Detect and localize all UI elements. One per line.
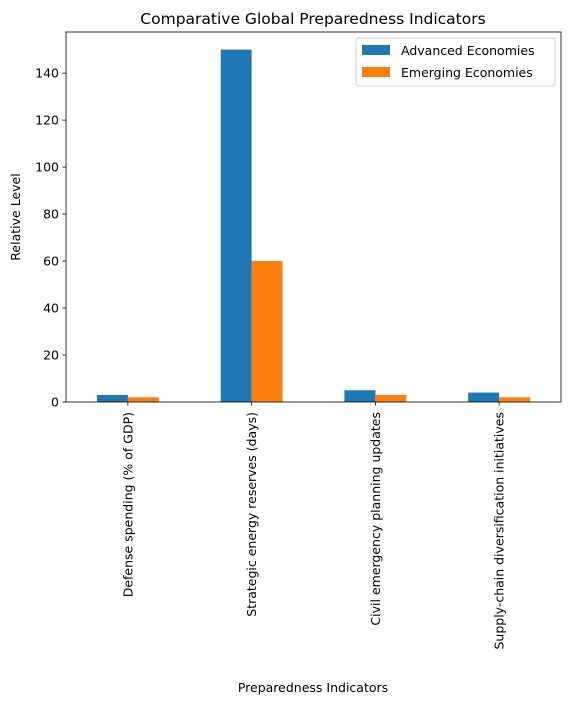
plot-frame: [65, 31, 562, 403]
legend-swatch-emerging: [362, 67, 390, 77]
x-axis-label: Preparedness Indicators: [238, 680, 388, 695]
x-tick-label-3: Supply-chain diversification initiatives: [492, 412, 507, 650]
y-tick-label-7: 140: [35, 66, 59, 81]
bar-emerging-0: [127, 397, 159, 402]
x-tick-label-2: Civil emergency planning updates: [368, 412, 383, 626]
bars-layer: [96, 49, 531, 402]
bar-advanced-2: [344, 390, 376, 402]
bar-emerging-3: [499, 397, 531, 402]
y-tick-label-5: 100: [35, 160, 59, 175]
legend-box: [355, 37, 556, 87]
legend-label-advanced: Advanced Economies: [401, 43, 535, 58]
chart-title: Comparative Global Preparedness Indicato…: [140, 10, 485, 28]
bar-emerging-2: [375, 394, 407, 402]
y-tick-label-1: 20: [43, 348, 59, 363]
legend-swatch-advanced: [362, 45, 390, 55]
x-tick-label-0: Defense spending (% of GDP): [120, 412, 135, 597]
bar-advanced-3: [468, 392, 500, 402]
axes-layer: 0 20 40 60 80 100 120 140 Defense spending (% of…: [35, 31, 562, 650]
x-tick-label-1: Strategic energy reserves (days): [244, 412, 259, 617]
bar-advanced-0: [96, 394, 128, 402]
bar-advanced-1: [220, 49, 252, 402]
y-tick-label-6: 120: [35, 113, 59, 128]
y-tick-label-4: 80: [43, 207, 59, 222]
y-tick-label-2: 40: [43, 301, 59, 316]
y-axis-label: Relative Level: [8, 173, 23, 260]
y-tick-label-0: 0: [51, 395, 59, 410]
y-tick-label-3: 60: [43, 254, 59, 269]
legend-label-emerging: Emerging Economies: [401, 65, 533, 80]
legend: Advanced Economies Emerging Economies: [355, 37, 556, 87]
bar-emerging-1: [251, 261, 283, 402]
